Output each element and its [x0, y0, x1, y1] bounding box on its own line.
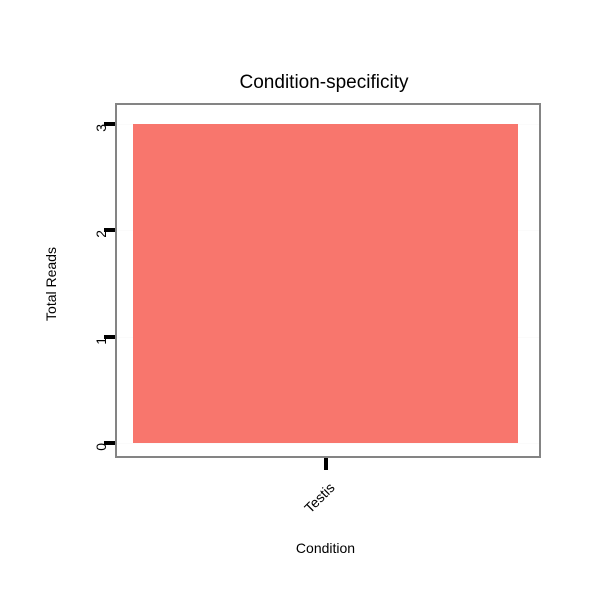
x-tick-mark: [323, 458, 328, 470]
y-tick-label: 0: [93, 443, 109, 451]
y-tick-mark: [104, 122, 115, 126]
plot-area: [117, 105, 539, 456]
y-tick-label: 3: [93, 124, 109, 132]
gridline-horizontal: [117, 443, 539, 444]
plot-panel: [115, 103, 541, 458]
y-axis-title: Total Reads: [43, 246, 59, 321]
x-axis-title: Condition: [295, 540, 356, 556]
bar: [133, 124, 518, 443]
y-tick-mark: [104, 334, 115, 339]
y-tick-mark: [104, 228, 115, 233]
y-tick-label: 2: [93, 230, 109, 239]
y-tick-label: 1: [93, 336, 109, 345]
y-tick-mark: [104, 441, 115, 445]
chart-title: Condition-specificity: [239, 72, 409, 93]
